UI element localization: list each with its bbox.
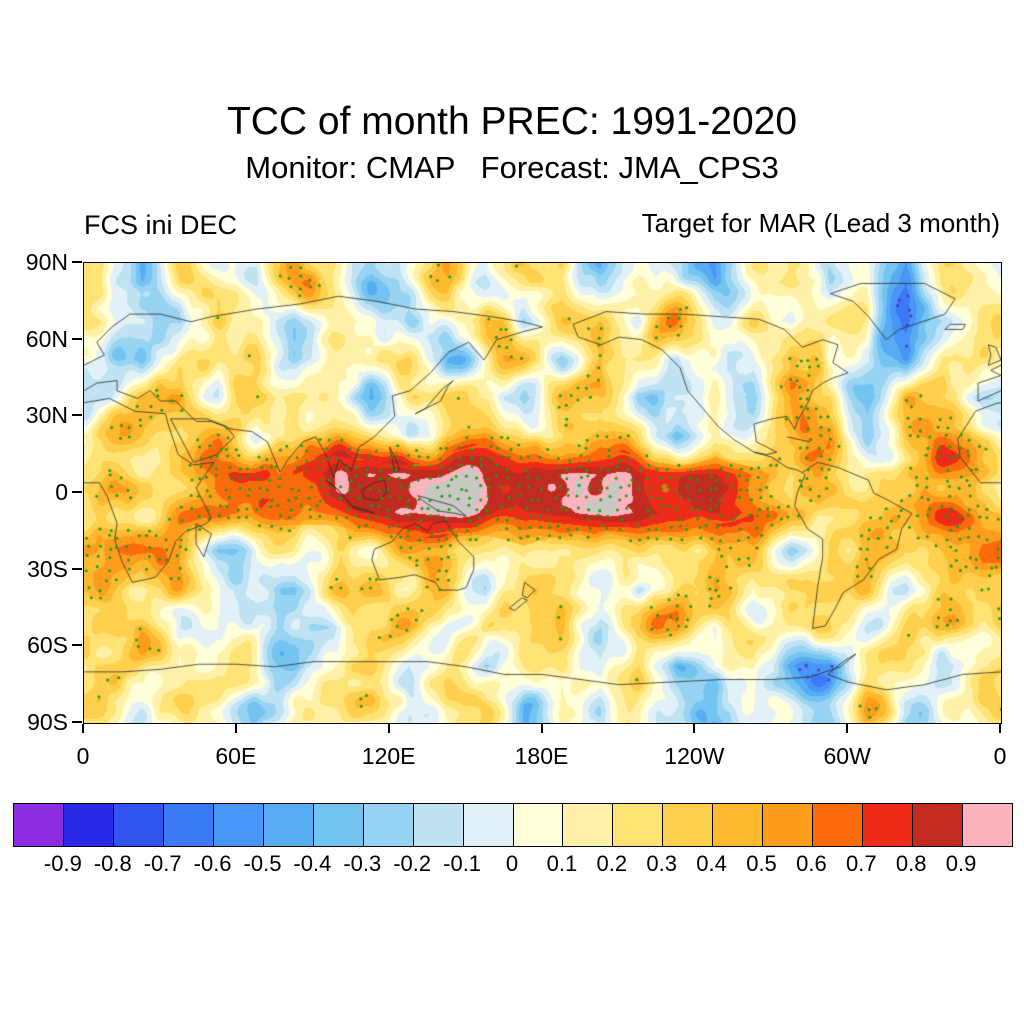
colorbar-tick-label: -0.2 [393, 851, 432, 876]
colorbar-tick-label: -0.8 [93, 851, 132, 876]
colorbar-cell [563, 804, 614, 846]
colorbar-tick-label: 0.4 [696, 851, 727, 876]
colorbar-cell [863, 804, 914, 846]
x-axis-tick-mark [540, 724, 543, 733]
colorbar-cell [713, 804, 764, 846]
y-axis-tick-mark [72, 491, 82, 493]
y-axis-tick-label: 90N [25, 249, 68, 275]
y-axis-tick-label: 30N [25, 402, 68, 429]
colorbar-tick-label: -0.6 [193, 851, 232, 876]
colorbar-tick-label: -0.7 [143, 851, 182, 876]
colorbar-cell [63, 804, 114, 846]
colorbar-cell [463, 804, 514, 846]
chart-subtitle: Monitor: CMAP Forecast: JMA_CPS3 [245, 150, 779, 185]
x-axis-tick-mark [999, 724, 1001, 733]
tcc-heatmap-canvas [84, 263, 1001, 723]
colorbar-tick-label: 0.9 [945, 851, 977, 876]
colorbar-cell [513, 804, 564, 846]
colorbar-tick-label: 0.1 [546, 851, 578, 876]
y-axis-tick-mark [72, 414, 82, 417]
y-axis-tick-label: 60S [27, 632, 68, 659]
x-axis-tick-label: 60W [823, 743, 871, 769]
colorbar-tick-label: 0.6 [796, 851, 827, 876]
colorbar-cell [813, 804, 864, 846]
colorbar-cell [963, 804, 1013, 846]
colorbar-cell [113, 804, 164, 846]
colorbar-cell [763, 804, 814, 846]
colorbar-tick-label: 0.2 [596, 851, 628, 876]
target-month-label: Target for MAR (Lead 3 month) [641, 208, 1000, 238]
x-axis-tick-label: 180E [514, 743, 569, 769]
forecast-init-label: FCS ini DEC [84, 210, 238, 240]
colorbar-cell [263, 804, 314, 846]
x-axis-tick-mark [82, 724, 84, 733]
y-axis-tick-mark [72, 567, 82, 570]
colorbar [13, 803, 1013, 847]
colorbar-tick-label: -0.4 [293, 851, 332, 876]
colorbar-tick-label: 0 [505, 851, 519, 876]
colorbar-tick-label: -0.9 [43, 851, 82, 876]
y-axis-tick-label: 30S [27, 555, 68, 582]
colorbar-cell [663, 804, 714, 846]
y-axis-tick-label: 90S [27, 709, 68, 735]
colorbar-cell [163, 804, 214, 846]
map-plot-area [83, 262, 1002, 724]
colorbar-cell [363, 804, 414, 846]
colorbar-tick-label: 0.5 [746, 851, 777, 876]
colorbar-cell [313, 804, 364, 846]
colorbar-tick-label: 0.8 [895, 851, 927, 876]
colorbar-cell [913, 804, 964, 846]
colorbar-tick-label: 0.7 [846, 851, 877, 876]
chart-title: TCC of month PREC: 1991-2020 [226, 100, 798, 143]
y-axis-tick-label: 60N [25, 325, 68, 352]
x-axis-tick-mark [387, 724, 390, 733]
x-axis-tick-label: 120E [361, 743, 416, 769]
y-axis-tick-mark [72, 721, 82, 723]
x-axis-tick-mark [693, 724, 696, 733]
colorbar-tick-label: -0.1 [443, 851, 482, 876]
colorbar-cell [413, 804, 464, 846]
y-axis-tick-mark [72, 644, 82, 647]
x-axis-tick-label: 120W [664, 743, 725, 769]
colorbar-cell [613, 804, 664, 846]
x-axis-tick-mark [234, 724, 237, 733]
y-axis-tick-label: 0 [55, 479, 68, 505]
colorbar-tick-label: 0.3 [646, 851, 677, 876]
colorbar-tick-label: -0.3 [343, 851, 382, 876]
colorbar-cell [213, 804, 264, 846]
y-axis-tick-mark [72, 337, 82, 340]
y-axis-tick-mark [72, 261, 82, 263]
colorbar-cell [14, 804, 64, 846]
x-axis-tick-mark [846, 724, 849, 733]
colorbar-tick-label: -0.5 [243, 851, 282, 876]
x-axis-tick-label: 0 [76, 743, 90, 769]
x-axis-tick-label: 0 [993, 743, 1007, 769]
x-axis-tick-label: 60E [215, 743, 257, 769]
